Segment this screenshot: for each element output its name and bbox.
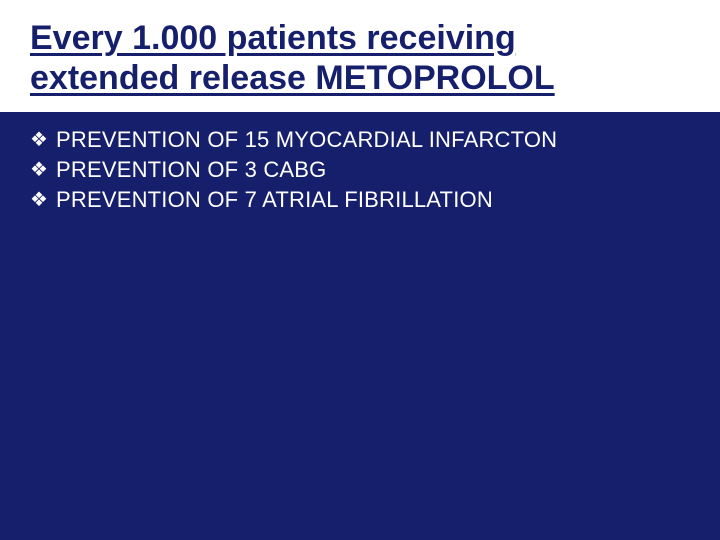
bullet-text: PREVENTION OF 3 CABG [56, 156, 327, 184]
bullet-icon: ❖ [30, 186, 56, 214]
bullet-icon: ❖ [30, 126, 56, 154]
list-item: ❖ PREVENTION OF 7 ATRIAL FIBRILLATION [30, 186, 690, 214]
slide: Every 1.000 patients receiving extended … [0, 0, 720, 540]
list-item: ❖ PREVENTION OF 15 MYOCARDIAL INFARCTON [30, 126, 690, 154]
bullet-text: PREVENTION OF 15 MYOCARDIAL INFARCTON [56, 126, 557, 154]
title-block: Every 1.000 patients receiving extended … [0, 0, 720, 112]
title-line-1: Every 1.000 patients receiving [30, 19, 516, 57]
slide-title: Every 1.000 patients receiving extended … [30, 18, 690, 98]
bullet-text: PREVENTION OF 7 ATRIAL FIBRILLATION [56, 186, 493, 214]
title-line-2: extended release METOPROLOL [30, 59, 555, 97]
bullet-list: ❖ PREVENTION OF 15 MYOCARDIAL INFARCTON … [0, 112, 720, 214]
bullet-icon: ❖ [30, 156, 56, 184]
list-item: ❖ PREVENTION OF 3 CABG [30, 156, 690, 184]
